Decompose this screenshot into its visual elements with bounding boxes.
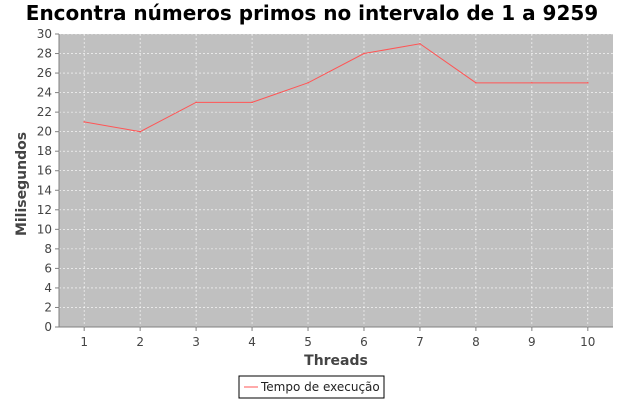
y-tick-label: 8 — [44, 242, 52, 256]
legend-box — [238, 375, 385, 399]
plot-area — [59, 34, 613, 327]
legend: Tempo de execução — [238, 375, 385, 399]
x-tick-label: 9 — [528, 335, 536, 349]
data-point — [419, 42, 421, 45]
data-point — [83, 121, 85, 123]
series-line — [84, 43, 588, 133]
chart-title: Encontra números primos no intervalo de … — [26, 1, 598, 25]
x-tick-label: 2 — [136, 335, 144, 349]
y-axis-label: Milisegundos — [14, 132, 30, 236]
y-tick-label: 26 — [37, 66, 52, 80]
y-tick-label: 24 — [37, 86, 52, 100]
data-point — [363, 52, 365, 55]
data-point — [475, 82, 477, 84]
y-tick-label: 18 — [37, 144, 52, 158]
x-tick-label: 4 — [248, 335, 256, 349]
x-axis-label: Threads — [304, 353, 368, 369]
x-tick-label: 3 — [192, 335, 200, 349]
y-tick-label: 14 — [37, 183, 52, 197]
data-point — [531, 82, 533, 84]
legend-label: Tempo de execução — [260, 380, 380, 394]
y-tick-label: 20 — [37, 125, 52, 139]
x-tick-label: 5 — [304, 335, 312, 349]
x-tick-label: 8 — [472, 335, 480, 349]
y-tick-label: 28 — [37, 47, 52, 61]
x-tick-label: 1 — [80, 335, 88, 349]
x-tick-label: 10 — [580, 335, 595, 349]
y-tick-label: 12 — [37, 203, 52, 217]
grid-lines — [59, 33, 613, 327]
data-point — [251, 101, 253, 104]
y-tick-label: 6 — [44, 261, 52, 275]
y-tick-label: 0 — [44, 320, 52, 334]
data-point — [195, 101, 197, 104]
x-tick-label: 7 — [416, 335, 424, 349]
y-tick-label: 16 — [37, 164, 52, 178]
y-tick-label: 30 — [37, 27, 52, 41]
data-point — [307, 82, 309, 84]
data-point — [139, 130, 141, 133]
data-point — [587, 82, 589, 84]
y-tick-label: 22 — [37, 105, 52, 119]
y-tick-label: 4 — [44, 281, 52, 295]
x-tick-label: 6 — [360, 335, 368, 349]
y-tick-label: 2 — [44, 300, 52, 314]
series-layer — [83, 42, 589, 133]
y-tick-label: 10 — [37, 222, 52, 236]
